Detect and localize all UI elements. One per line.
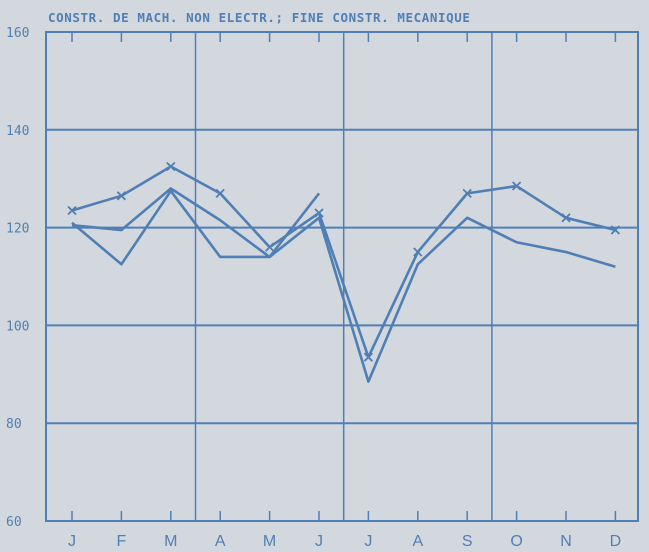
x-tick-label: O [510,533,522,550]
plot-frame [45,31,639,522]
chart-title: CONSTR. DE MACH. NON ELECTR.; FINE CONST… [48,10,471,25]
series-line [71,165,616,359]
x-tick-label: A [215,533,226,550]
y-tick-label: 120 [6,222,29,237]
x-tick-label: M [164,533,177,550]
data-point [610,225,621,235]
y-tick-label: 140 [6,124,29,139]
x-tick-label: A [412,533,423,550]
data-point [511,181,522,191]
data-point [166,161,176,172]
y-tick-label: 160 [6,26,29,41]
data-point [363,352,374,362]
x-tick-label: J [364,533,372,550]
x-tick-label: N [560,533,572,550]
grid [45,31,639,522]
x-tick-label: M [263,533,276,550]
series-layer [67,161,621,383]
data-point [264,242,275,252]
y-tick-label: 80 [6,417,22,432]
x-tick-label: J [68,533,76,550]
data-point [67,205,77,216]
x-tick-label: D [610,533,622,550]
y-axis-ticks: 60 80 100 120 140 160 [6,26,29,530]
y-tick-label: 60 [6,515,22,530]
data-point [116,191,127,201]
x-tick-label: J [315,533,323,550]
data-point [413,247,423,257]
x-tick-label: F [117,533,127,550]
x-tick-label: S [462,533,473,550]
data-point [462,188,472,199]
data-point [561,213,571,223]
data-point [215,188,225,199]
y-tick-label: 100 [6,319,29,334]
series-line [71,189,616,383]
series-line [71,187,321,259]
data-point [314,208,324,218]
